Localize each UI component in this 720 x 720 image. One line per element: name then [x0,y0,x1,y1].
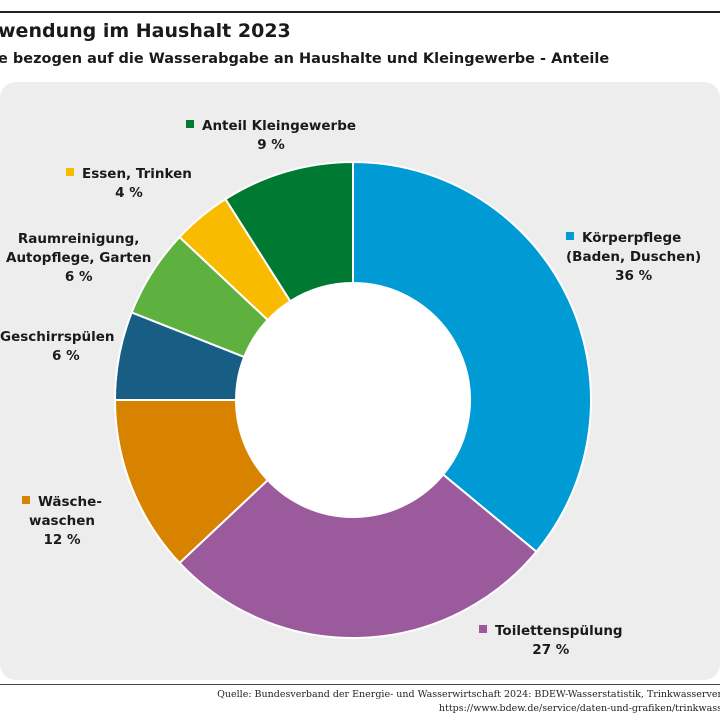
label-kleingewerbe: Anteil Kleingewerbe 9 % [186,117,356,155]
legend-swatch-essen-trinken [66,168,74,176]
chart-title: wendung im Haushalt 2023 [0,20,291,42]
legend-swatch-koerperpflege [566,232,574,240]
legend-swatch-kleingewerbe [186,120,194,128]
label-geschirrspuelen: Geschirrspülen 6 % [0,329,115,364]
bottom-rule [0,684,720,685]
label-raumreinigung: Raumreinigung, Autopflege, Garten 6 % [6,231,152,285]
source-line-1: Quelle: Bundesverband der Energie- und W… [217,689,720,700]
label-toilettenspuelung: Toilettenspülung 27 % [479,622,623,660]
value-waeschewaschen: 12 % [43,532,81,548]
value-essen-trinken: 4 % [115,185,143,201]
slice-korperpflege-baden-duschen [352,160,592,554]
donut-hole [236,283,470,517]
label-koerperpflege: Körperpflege (Baden, Duschen) 36 % [566,230,702,284]
label-waeschewaschen: Wäsche- waschen 12 % [22,493,102,550]
value-kleingewerbe: 9 % [257,137,285,153]
legend-swatch-waeschewaschen [22,496,30,504]
value-toilettenspuelung: 27 % [532,642,570,658]
value-koerperpflege: 36 % [615,268,653,284]
value-geschirrspuelen: 6 % [52,348,80,364]
chart-subtitle: e bezogen auf die Wasserabgabe an Hausha… [0,51,610,67]
source-line-2: https://www.bdew.de/service/daten-und-gr… [438,703,720,714]
legend-swatch-toilettenspuelung [479,625,487,633]
value-raumreinigung: 6 % [64,269,93,285]
top-rule [0,11,720,13]
label-essen-trinken: Essen, Trinken 4 % [66,165,192,203]
source-note: Quelle: Bundesverband der Energie- und W… [217,688,720,716]
